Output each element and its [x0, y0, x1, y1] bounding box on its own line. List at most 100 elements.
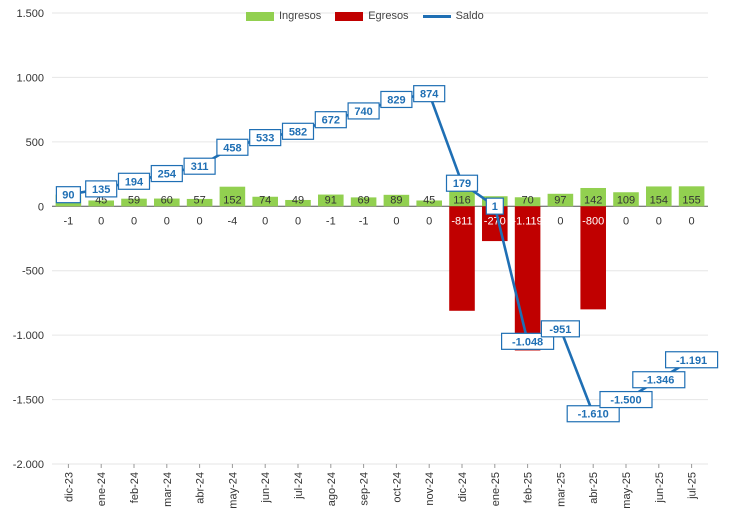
saldo-data-label: 135 — [85, 180, 118, 198]
saldo-label-text: -951 — [549, 324, 571, 336]
x-tick-label: dic-24 — [457, 472, 469, 502]
egresos-bar — [580, 206, 606, 310]
egresos-data-label: -1 — [326, 215, 336, 227]
ingresos-bar — [285, 199, 311, 207]
saldo-data-label: 829 — [380, 90, 413, 109]
ingresos-bars — [55, 186, 705, 207]
saldo-label-box — [183, 157, 216, 175]
egresos-data-label: 0 — [689, 215, 695, 227]
saldo-label-box — [664, 351, 719, 369]
egresos-data-label: 0 — [656, 215, 662, 227]
ingresos-bar — [613, 192, 639, 207]
ingresos-bar — [383, 194, 410, 207]
x-tick-label: jul-24 — [293, 472, 305, 500]
saldo-label-box — [85, 180, 118, 198]
saldo-label-box — [540, 320, 581, 338]
saldo-data-label: 672 — [314, 111, 347, 129]
saldo-label-text: -1.346 — [643, 375, 674, 387]
ingresos-data-label: 97 — [554, 194, 566, 206]
saldo-label-text: 311 — [191, 161, 209, 173]
saldo-data-label: 1 — [485, 197, 504, 215]
saldo-data-label: 874 — [413, 85, 446, 103]
egresos-data-label: 0 — [131, 215, 137, 227]
y-tick-label: 1.000 — [16, 72, 44, 84]
ingresos-data-label: 59 — [128, 194, 140, 206]
ingresos-data-label: 142 — [584, 194, 602, 206]
legend-label-egresos: Egresos — [368, 10, 409, 22]
ingresos-data-label: 74 — [259, 194, 271, 206]
x-tick-label: abr-25 — [588, 472, 600, 504]
ingresos-data-label: 152 — [223, 194, 241, 206]
egresos-data-label: 0 — [197, 215, 203, 227]
x-axis: dic-23 ene-24 feb-24 mar-24 abr-24 may-24 jun-… — [63, 464, 699, 509]
ingresos-data-label: 154 — [650, 194, 668, 206]
saldo-label-box — [249, 129, 282, 147]
saldo-label-text: 582 — [289, 126, 307, 138]
ingresos-data-label: 109 — [617, 194, 635, 206]
saldo-label-box — [117, 172, 151, 190]
egresos-data-label: -1 — [359, 215, 369, 227]
ingresos-bar — [514, 197, 541, 207]
egresos-data-label: -270 — [484, 215, 506, 227]
saldo-label-text: 533 — [256, 133, 274, 145]
x-tick-label: ene-24 — [96, 472, 108, 506]
legend: Ingresos Egresos Saldo — [246, 10, 484, 22]
y-tick-label: 500 — [26, 137, 44, 149]
legend-item-ingresos: Ingresos — [246, 10, 321, 22]
ingresos-data-label: 69 — [357, 194, 369, 206]
legend-label-saldo: Saldo — [455, 10, 484, 22]
saldo-label-box — [314, 111, 347, 129]
saldo-label-box — [501, 332, 555, 350]
legend-label-ingresos: Ingresos — [279, 10, 322, 22]
ingresos-bar — [219, 186, 246, 207]
ingresos-bar — [350, 197, 377, 207]
y-tick-label: -2.000 — [13, 459, 44, 471]
ingresos-bar — [449, 191, 475, 207]
x-tick-label: may-24 — [227, 472, 239, 509]
saldo-data-label: 582 — [281, 122, 315, 140]
saldo-label-box — [485, 197, 504, 215]
ingresos-data-label: 89 — [390, 194, 402, 206]
egresos-data-label: 0 — [393, 215, 399, 227]
legend-swatch-ingresos — [246, 11, 274, 21]
x-tick-label: feb-25 — [523, 472, 535, 503]
ingresos-bar — [186, 198, 213, 207]
egresos-data-label: 0 — [295, 215, 301, 227]
saldo-label-text: 740 — [354, 106, 372, 118]
saldo-label-text: 1 — [492, 201, 498, 213]
saldo-label-box — [566, 405, 620, 423]
legend-swatch-egresos — [335, 11, 364, 21]
saldo-data-label: 254 — [150, 164, 183, 183]
ingresos-data-label: 91 — [325, 194, 337, 206]
x-tick-label: abr-24 — [195, 472, 207, 504]
egresos-data-label: 0 — [262, 215, 268, 227]
saldo-label-text: -1.500 — [610, 395, 641, 407]
saldo-data-label: 458 — [216, 138, 249, 156]
x-tick-label: feb-24 — [129, 472, 141, 503]
x-tick-label: oct-24 — [391, 472, 403, 503]
x-tick-label: ene-25 — [490, 472, 502, 506]
saldo-label-box — [380, 90, 413, 109]
saldo-data-label: 311 — [183, 157, 216, 175]
x-tick-label: mar-24 — [162, 472, 174, 507]
egresos-data-label: -811 — [451, 215, 472, 227]
ingresos-data-label: 60 — [161, 194, 173, 206]
ingresos-data-label: 45 — [423, 194, 435, 206]
legend-item-saldo: Saldo — [422, 10, 484, 22]
x-tick-label: dic-23 — [63, 472, 75, 502]
ingresos-bar — [416, 200, 442, 207]
saldo-label-box — [150, 164, 183, 183]
saldo-label-box — [216, 138, 249, 156]
saldo-label-text: -1.048 — [512, 336, 543, 348]
ingresos-data-label: 49 — [292, 194, 304, 206]
saldo-label-box — [445, 174, 479, 192]
ingresos-bar — [252, 196, 278, 207]
saldo-data-label: 194 — [117, 172, 151, 190]
x-tick-label: mar-25 — [555, 472, 567, 507]
ingresos-bar — [646, 186, 672, 207]
x-tick-label: jul-25 — [687, 472, 699, 500]
y-tick-label: -1.000 — [13, 330, 44, 342]
saldo-data-label: -1.191 — [664, 351, 719, 369]
egresos-data-label: -4 — [228, 215, 238, 227]
